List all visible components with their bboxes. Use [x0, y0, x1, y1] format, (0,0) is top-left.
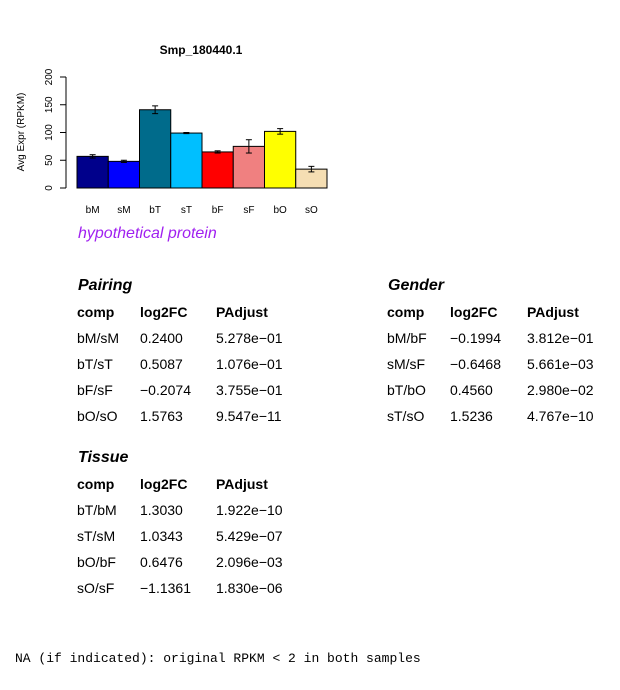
padjust-cell: 2.980e−02 [527, 382, 594, 398]
header-comp: comp [77, 476, 115, 492]
log2fc-cell: −1.1361 [140, 580, 191, 596]
y-tick-label: 50 [44, 154, 55, 166]
comp-cell: bF/sF [77, 382, 113, 398]
x-tick-label: sT [181, 205, 192, 216]
table-row: sM/sF −0.6468 5.661e−03 [387, 356, 617, 382]
table-row: bT/bM 1.3030 1.922e−10 [77, 502, 306, 528]
bar-bO [264, 130, 297, 189]
comp-cell: bO/sO [77, 408, 118, 424]
comp-cell: bO/bF [77, 554, 116, 570]
log2fc-cell: 1.5763 [140, 408, 183, 424]
x-tick-label: sM [117, 205, 130, 216]
log2fc-cell: 0.4560 [450, 382, 493, 398]
header-padjust: PAdjust [216, 304, 268, 320]
gene-description: hypothetical protein [78, 225, 217, 242]
table-row: bF/sF −0.2074 3.755e−01 [77, 382, 306, 408]
table-row: sT/sO 1.5236 4.767e−10 [387, 408, 617, 434]
log2fc-cell: 0.5087 [140, 356, 183, 372]
comp-cell: sT/sO [387, 408, 425, 424]
y-axis-label: Avg Expr (RPKM) [16, 93, 27, 172]
table-header: comp log2FC PAdjust [77, 476, 306, 502]
header-log2fc: log2FC [140, 304, 188, 320]
y-axis: 0 50 100 150 200 [44, 68, 67, 191]
table-row: sO/sF −1.1361 1.830e−06 [77, 580, 306, 606]
error-bars [89, 105, 315, 173]
comp-cell: bT/bO [387, 382, 426, 398]
footnote: NA (if indicated): original RPKM < 2 in … [15, 651, 421, 666]
table-header: comp log2FC PAdjust [77, 304, 306, 330]
x-tick-label: bO [273, 205, 287, 216]
padjust-cell: 4.767e−10 [527, 408, 594, 424]
header-padjust: PAdjust [216, 476, 268, 492]
x-tick-labels: bM sM bT sT bF sF bO sO [86, 205, 318, 216]
gender-table: Gender comp log2FC PAdjust bM/bF −0.1994… [387, 278, 617, 434]
padjust-cell: 5.278e−01 [216, 330, 283, 346]
log2fc-cell: 1.3030 [140, 502, 183, 518]
chart-title: Smp_180440.1 [160, 43, 243, 57]
pairing-title: Pairing [78, 277, 133, 294]
y-tick-label: 0 [44, 185, 55, 191]
log2fc-cell: −0.1994 [450, 330, 501, 346]
bar-sM [107, 160, 140, 189]
comp-cell: bT/sT [77, 356, 113, 372]
header-comp: comp [77, 304, 115, 320]
table-row: bM/sM 0.2400 5.278e−01 [77, 330, 306, 356]
x-tick-label: bM [86, 205, 100, 216]
x-tick-label: sO [305, 205, 318, 216]
x-tick-label: bF [212, 205, 224, 216]
comp-cell: sM/sF [387, 356, 426, 372]
table-row: bM/bF −0.1994 3.812e−01 [387, 330, 617, 356]
bar-bF [201, 151, 234, 189]
padjust-cell: 5.429e−07 [216, 528, 283, 544]
comp-cell: sO/sF [77, 580, 115, 596]
tissue-table: Tissue comp log2FC PAdjust bT/bM 1.3030 … [77, 450, 306, 606]
comp-cell: bM/bF [387, 330, 427, 346]
table-row: bO/sO 1.5763 9.547e−11 [77, 408, 306, 434]
header-log2fc: log2FC [450, 304, 498, 320]
header-log2fc: log2FC [140, 476, 188, 492]
pairing-table: Pairing comp log2FC PAdjust bM/sM 0.2400… [77, 278, 306, 434]
log2fc-cell: 0.6476 [140, 554, 183, 570]
comp-cell: bT/bM [77, 502, 117, 518]
comp-cell: sT/sM [77, 528, 116, 544]
x-tick-label: sF [243, 205, 254, 216]
table-row: bT/bO 0.4560 2.980e−02 [387, 382, 617, 408]
padjust-cell: 9.547e−11 [216, 408, 282, 424]
gender-title: Gender [388, 277, 445, 294]
log2fc-cell: −0.6468 [450, 356, 501, 372]
header-comp: comp [387, 304, 425, 320]
padjust-cell: 1.830e−06 [216, 580, 283, 596]
table-row: sT/sM 1.0343 5.429e−07 [77, 528, 306, 554]
y-tick-label: 200 [44, 68, 55, 85]
padjust-cell: 3.755e−01 [216, 382, 283, 398]
bar-bM [76, 155, 109, 189]
log2fc-cell: 0.2400 [140, 330, 183, 346]
y-tick-label: 100 [44, 124, 55, 141]
tissue-title: Tissue [78, 449, 129, 466]
padjust-cell: 5.661e−03 [527, 356, 594, 372]
table-header: comp log2FC PAdjust [387, 304, 617, 330]
comp-cell: bM/sM [77, 330, 119, 346]
table-row: bT/sT 0.5087 1.076e−01 [77, 356, 306, 382]
bar-sT [170, 132, 203, 189]
padjust-cell: 1.076e−01 [216, 356, 283, 372]
padjust-cell: 2.096e−03 [216, 554, 283, 570]
bar-bT [139, 109, 172, 189]
log2fc-cell: 1.5236 [450, 408, 493, 424]
log2fc-cell: 1.0343 [140, 528, 183, 544]
x-tick-label: bT [149, 205, 161, 216]
padjust-cell: 1.922e−10 [216, 502, 283, 518]
table-row: bO/bF 0.6476 2.096e−03 [77, 554, 306, 580]
y-tick-label: 150 [44, 96, 55, 113]
header-padjust: PAdjust [527, 304, 579, 320]
padjust-cell: 3.812e−01 [527, 330, 594, 346]
bars [76, 109, 328, 189]
log2fc-cell: −0.2074 [140, 382, 191, 398]
expression-bar-chart: Smp_180440.1 Avg Expr (RPKM) 0 50 100 150 20… [16, 43, 328, 216]
